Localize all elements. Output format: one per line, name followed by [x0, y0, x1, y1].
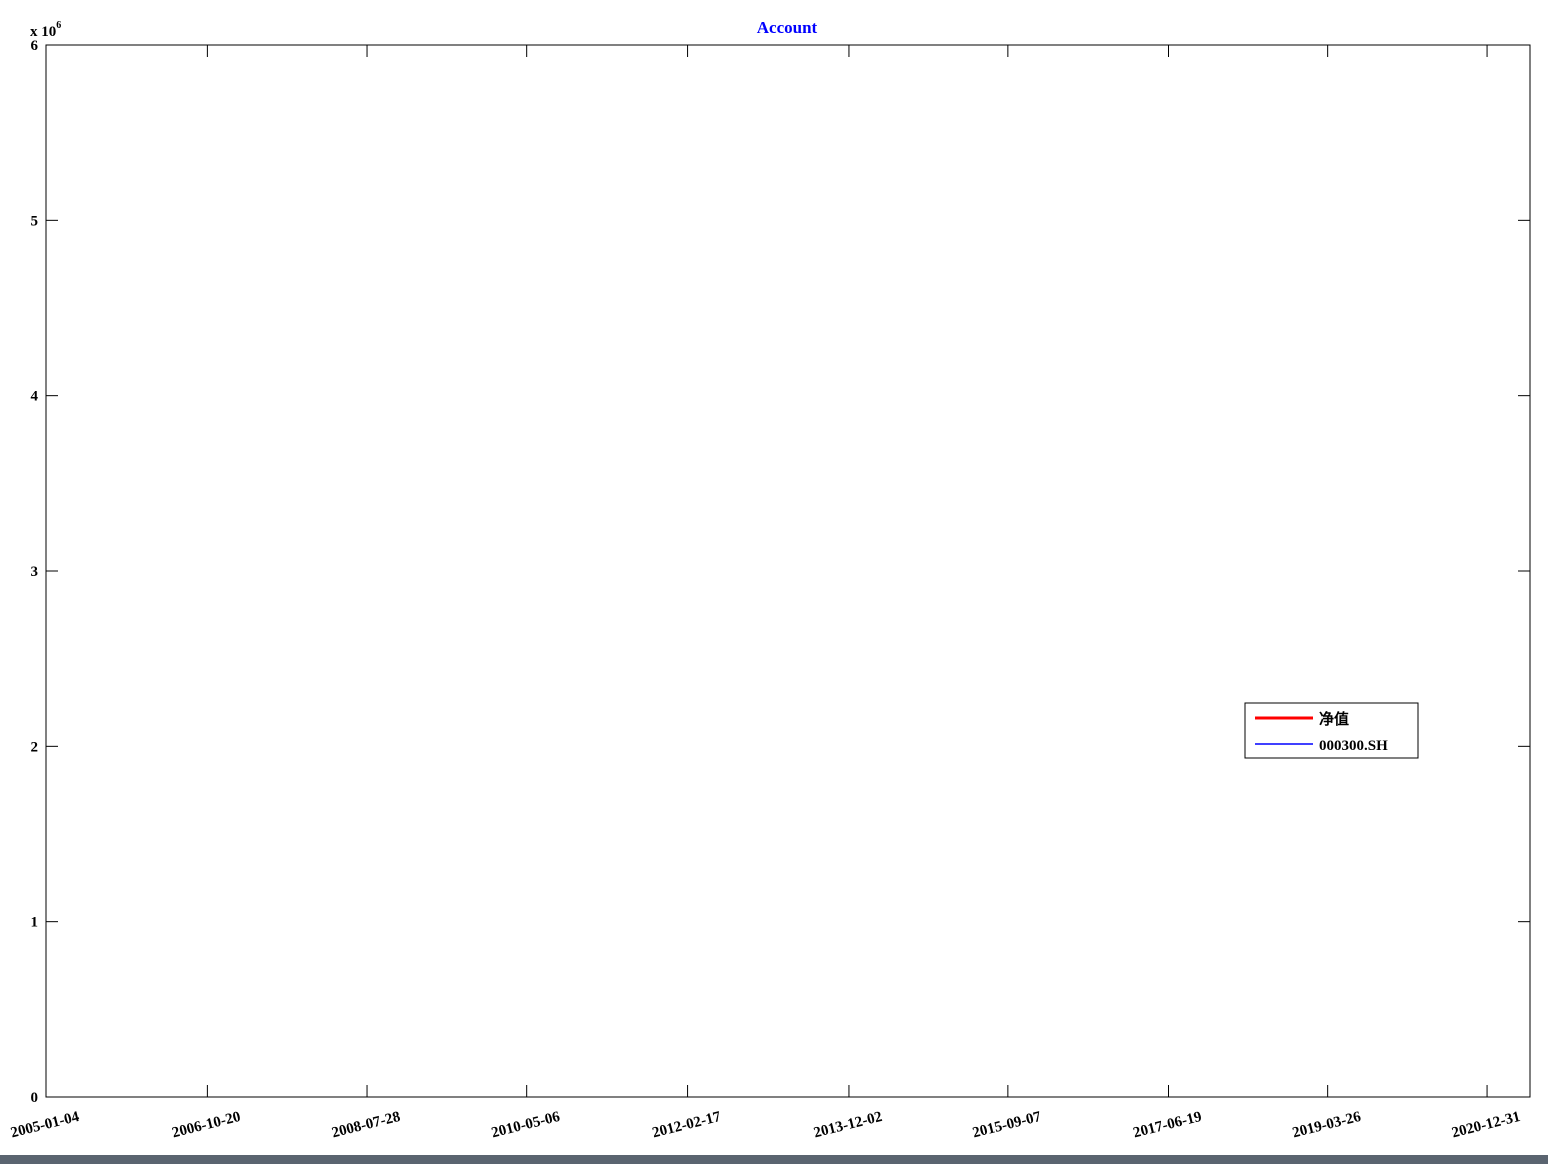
x-tick-label: 2020-12-31 [1450, 1109, 1522, 1141]
legend-label: 净值 [1319, 710, 1349, 728]
y-multiplier: x 106 [30, 20, 61, 40]
window-strip [0, 1155, 1548, 1164]
legend-label: 000300.SH [1319, 738, 1388, 754]
chart-title: Account [757, 18, 818, 37]
y-tick-label: 3 [31, 564, 39, 580]
x-tick-label: 2008-07-28 [330, 1109, 402, 1141]
x-tick-label: 2010-05-06 [490, 1109, 562, 1142]
y-tick-label: 0 [31, 1090, 39, 1106]
x-tick-label: 2006-10-20 [171, 1109, 243, 1141]
y-tick-label: 6 [31, 38, 39, 54]
x-tick-label: 2019-03-26 [1291, 1109, 1363, 1142]
y-tick-label: 1 [31, 915, 39, 931]
x-tick-label: 2015-09-07 [971, 1109, 1043, 1142]
y-tick-label: 4 [31, 389, 39, 405]
plot-area [45, 44, 1531, 1098]
legend-box [1244, 702, 1419, 759]
x-tick-label: 2017-06-19 [1132, 1109, 1204, 1141]
x-tick-label: 2012-02-17 [651, 1109, 723, 1142]
y-tick-label: 5 [31, 213, 39, 229]
y-multiplier-exponent: 6 [56, 20, 61, 31]
x-tick-label: 2005-01-04 [9, 1109, 81, 1142]
y-tick-label: 2 [31, 739, 39, 755]
x-tick-label: 2013-12-02 [812, 1109, 884, 1141]
y-multiplier-base: x 10 [30, 24, 56, 40]
legend: 净值 000300.SH [1244, 702, 1419, 759]
